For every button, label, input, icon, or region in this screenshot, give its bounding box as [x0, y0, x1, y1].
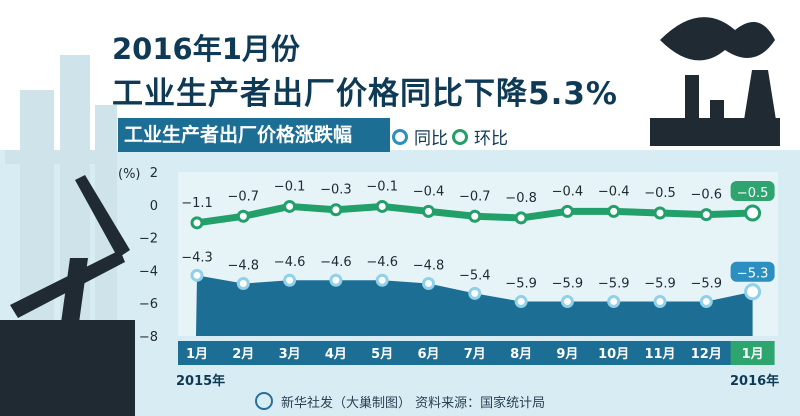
year-label-start: 2015年	[176, 374, 226, 389]
yoy-point	[653, 295, 667, 309]
mom-point	[653, 206, 667, 220]
legend-mom-label: 环比	[474, 129, 508, 149]
mom-point	[744, 204, 762, 222]
mom-data-label: −1.1	[181, 196, 213, 211]
footer-source: 新华社发（大巢制图） 资料来源：国家统计局	[0, 392, 800, 411]
mom-data-label: −0.3	[320, 183, 352, 198]
mom-point	[283, 199, 297, 213]
yoy-data-label: −4.8	[228, 259, 260, 274]
y-tick-label: −4	[139, 264, 158, 279]
year-label-end: 2016年	[730, 374, 780, 389]
mom-data-label: −0.5	[644, 186, 676, 201]
yoy-point	[744, 283, 762, 301]
yoy-data-label: −5.9	[505, 277, 537, 292]
legend-yoy: 同比	[392, 124, 448, 149]
mom-data-label: −0.8	[505, 191, 537, 206]
x-tick-label: 9月	[556, 347, 578, 362]
yoy-point	[190, 268, 204, 282]
yoy-point	[699, 295, 713, 309]
x-tick-label: 10月	[598, 347, 629, 362]
yoy-point	[607, 295, 621, 309]
yoy-data-label: −4.6	[320, 255, 352, 270]
y-tick-label: 0	[150, 199, 158, 214]
yoy-point	[422, 277, 435, 291]
y-tick-label: −8	[139, 330, 158, 345]
mom-data-label: −0.4	[413, 184, 445, 199]
mom-data-label: −0.1	[366, 179, 398, 194]
mom-point	[422, 204, 435, 218]
mom-point	[607, 204, 621, 218]
factory-icon	[650, 17, 780, 146]
mom-point	[468, 209, 482, 223]
page-title-line1: 2016年1月份	[112, 32, 300, 66]
legend-yoy-label: 同比	[414, 129, 448, 149]
yoy-data-label: −4.6	[274, 255, 306, 270]
y-axis-unit: (%)	[118, 167, 141, 182]
yoy-data-label: −5.9	[644, 277, 676, 292]
yoy-area	[196, 275, 753, 336]
x-tick-label: 4月	[325, 347, 347, 362]
yoy-data-label: −4.3	[181, 250, 213, 265]
mom-data-label: −0.5	[737, 186, 769, 201]
yoy-point	[375, 273, 389, 287]
yoy-point	[468, 286, 482, 300]
mom-data-label: −0.7	[228, 189, 260, 204]
y-tick-label: 2	[150, 166, 158, 181]
legend-mom-marker	[452, 128, 468, 145]
page-title-line2: 工业生产者出厂价格同比下降5.3%	[112, 76, 618, 112]
x-tick-label: 8月	[510, 347, 532, 362]
yoy-data-label: −5.9	[691, 277, 723, 292]
xinhua-logo-icon	[254, 392, 273, 410]
x-tick-label: 7月	[464, 347, 486, 362]
x-axis-highlight	[730, 341, 775, 365]
mom-point	[514, 211, 528, 225]
x-tick-label: 2月	[232, 347, 254, 362]
mom-point	[329, 203, 343, 217]
x-axis-bar	[178, 341, 748, 365]
x-tick-label: 3月	[279, 347, 301, 362]
yoy-data-label: −5.3	[737, 267, 769, 282]
mom-data-label: −0.7	[459, 189, 491, 204]
yoy-data-label: −5.9	[598, 277, 630, 292]
mom-data-label: −0.4	[598, 184, 630, 199]
yoy-data-label: −4.8	[413, 259, 445, 274]
mom-point	[699, 208, 713, 222]
pump-jack-icon	[0, 175, 135, 416]
yoy-data-label: −4.6	[366, 255, 398, 270]
yoy-point	[514, 295, 528, 309]
chart-subtitle: 工业生产者出厂价格涨跌幅	[118, 118, 390, 152]
yoy-point	[329, 273, 343, 287]
yoy-highlight-badge	[730, 261, 775, 282]
mom-point	[190, 216, 204, 230]
yoy-point	[236, 277, 250, 291]
y-tick-label: −2	[139, 232, 158, 247]
legend-mom: 环比	[452, 124, 508, 149]
footer-text: 新华社发（大巢制图） 资料来源：国家统计局	[281, 396, 546, 411]
mom-point	[560, 204, 574, 218]
mom-point	[375, 199, 389, 213]
x-tick-label: 6月	[417, 347, 439, 362]
yoy-point	[283, 273, 297, 287]
yoy-data-label: −5.4	[459, 268, 491, 283]
mom-data-label: −0.6	[691, 188, 723, 203]
x-tick-label: 12月	[691, 347, 722, 362]
yoy-data-label: −5.9	[552, 277, 584, 292]
x-tick-label: 5月	[371, 347, 393, 362]
x-tick-label: 1月	[186, 347, 208, 362]
mom-point	[236, 209, 250, 223]
yoy-point	[560, 295, 574, 309]
legend-yoy-marker	[392, 128, 408, 145]
mom-data-label: −0.4	[552, 184, 584, 199]
mom-data-label: −0.1	[274, 179, 306, 194]
y-tick-label: −6	[139, 297, 158, 312]
x-tick-label: 11月	[644, 347, 675, 362]
mom-highlight-badge	[730, 181, 775, 201]
x-tick-label: 1月	[742, 347, 764, 362]
